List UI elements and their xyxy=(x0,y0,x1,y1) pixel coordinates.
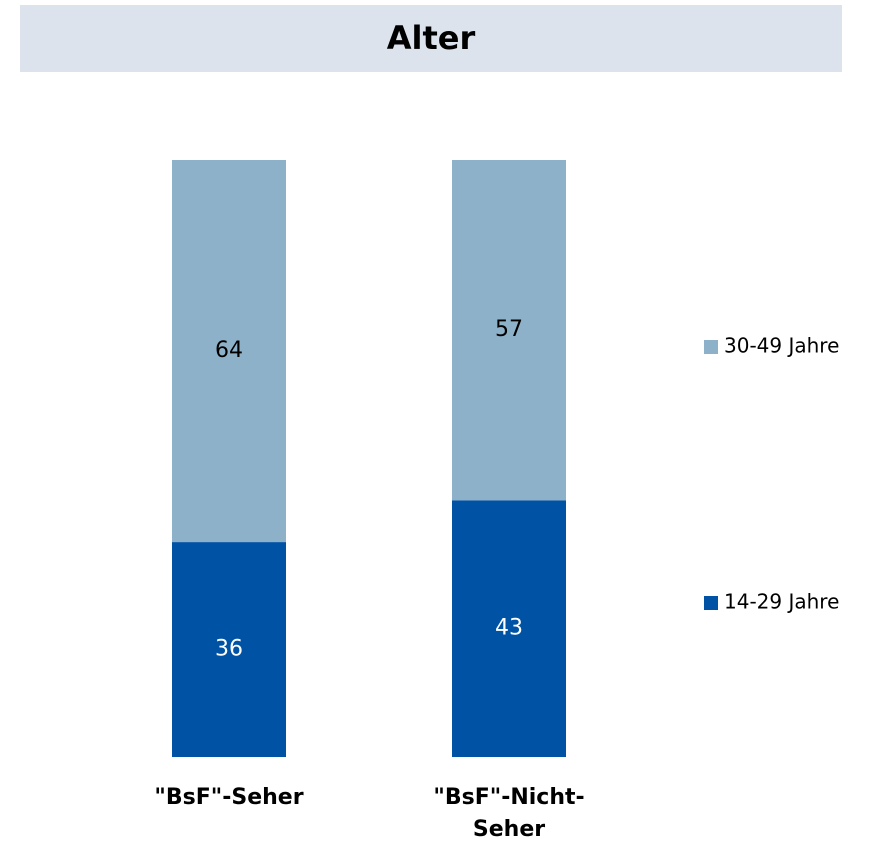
value-label: 43 xyxy=(495,616,523,641)
bar-segment xyxy=(452,500,566,757)
x-tick-label: "BsF"-Nicht-Seher xyxy=(433,785,585,842)
legend-label: 30-49 Jahre xyxy=(724,334,839,358)
legend-swatch xyxy=(704,596,718,610)
value-label: 57 xyxy=(495,317,523,342)
bar-segment xyxy=(172,160,286,543)
bar-segment xyxy=(172,542,286,757)
x-tick-label: "BsF"-Seher xyxy=(154,785,304,810)
legend-swatch xyxy=(704,340,718,354)
bar-segment xyxy=(452,160,566,501)
value-label: 64 xyxy=(215,338,243,363)
title-band xyxy=(20,5,842,72)
value-label: 36 xyxy=(215,637,243,662)
chart-title: Alter xyxy=(387,19,476,57)
legend-label: 14-29 Jahre xyxy=(724,590,839,614)
